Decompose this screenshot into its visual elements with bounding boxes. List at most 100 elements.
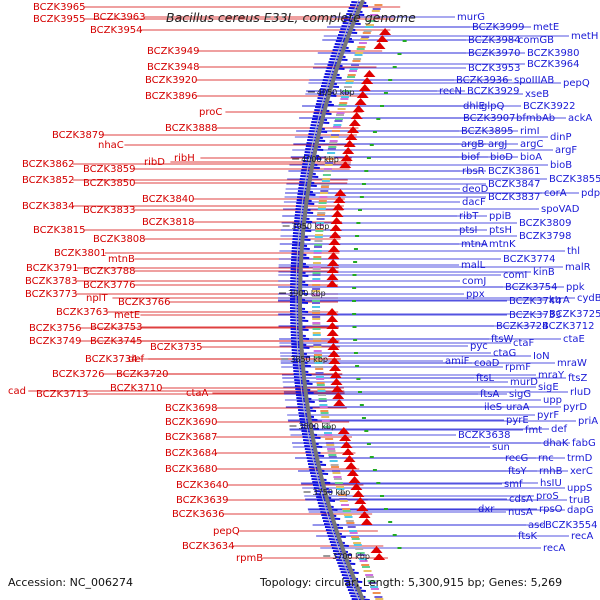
gene-label[interactable]: ribT	[459, 211, 479, 222]
gene-label[interactable]: bioB	[550, 160, 572, 171]
gene-label[interactable]: xerC	[570, 466, 593, 477]
gene-label[interactable]: truB	[569, 495, 590, 506]
gene-label[interactable]: BCZK3763	[56, 307, 109, 318]
gene-label[interactable]: ctaF	[513, 338, 535, 349]
gene-label[interactable]: recN	[439, 86, 462, 97]
gene-label[interactable]: ribH	[174, 153, 195, 164]
gene-label[interactable]: mtnK	[489, 239, 516, 250]
gene-label[interactable]: BCZK3980	[527, 48, 580, 59]
gene-label[interactable]: BCZK3847	[488, 179, 541, 190]
gene-label[interactable]: uraA	[506, 402, 530, 413]
gene-label[interactable]: BCZK3680	[165, 464, 218, 475]
gene-label[interactable]: mraW	[557, 358, 587, 369]
gene-label[interactable]: dhlE	[463, 101, 485, 112]
gene-label[interactable]: dhaK	[543, 438, 569, 449]
gene-label[interactable]: ftsK	[518, 531, 537, 542]
gene-label[interactable]: BCZK3834	[22, 201, 75, 212]
gene-label[interactable]: ctaG	[493, 348, 516, 359]
gene-label[interactable]: rbsR	[462, 166, 485, 177]
gene-label[interactable]: smf	[504, 479, 523, 490]
gene-label[interactable]: pdp	[581, 188, 600, 199]
gene-label[interactable]: xseB	[525, 89, 549, 100]
gene-label[interactable]: BCZK3726	[52, 369, 105, 380]
gene-label[interactable]: deoD	[462, 184, 489, 195]
gene-label[interactable]: upp	[543, 395, 562, 406]
gene-label[interactable]: BCZK3855	[549, 174, 600, 185]
gene-label[interactable]: metE	[114, 310, 140, 321]
gene-label[interactable]: BCZK3949	[147, 46, 200, 57]
gene-label[interactable]: pyc	[470, 341, 488, 352]
gene-label[interactable]: pepQ	[563, 78, 590, 89]
gene-label[interactable]: BCZK3783	[25, 276, 78, 287]
gene-label[interactable]: rnc	[538, 453, 554, 464]
gene-label[interactable]: BCZK3936	[456, 75, 509, 86]
gene-label[interactable]: recA	[571, 531, 594, 542]
gene-label[interactable]: nhaC	[98, 140, 124, 151]
gene-label[interactable]: BCZK3712	[542, 321, 595, 332]
gene-label[interactable]: BCZK3837	[488, 192, 541, 203]
gene-label[interactable]: cdsA	[509, 494, 533, 505]
gene-label[interactable]: BCZK3690	[165, 417, 218, 428]
gene-label[interactable]: dapG	[567, 505, 594, 516]
gene-label[interactable]: BCZK3639	[176, 495, 229, 506]
gene-label[interactable]: amiF	[445, 356, 470, 367]
gene-label[interactable]: argC	[520, 139, 543, 150]
gene-label[interactable]: ctaA	[186, 388, 209, 399]
gene-label[interactable]: rpmF	[505, 362, 531, 373]
gene-label[interactable]: proC	[199, 107, 222, 118]
gene-label[interactable]: BCZK3984	[468, 35, 521, 46]
gene-label[interactable]: BCZK3735	[150, 342, 203, 353]
gene-label[interactable]: rpsO	[539, 504, 563, 515]
gene-label[interactable]: BCZK3798	[519, 231, 572, 242]
gene-label[interactable]: pyrD	[563, 402, 587, 413]
gene-label[interactable]: ftsW	[491, 334, 513, 345]
gene-label[interactable]: BCZK3776	[83, 280, 136, 291]
gene-label[interactable]: BCZK3850	[83, 178, 136, 189]
gene-label[interactable]: BCZK3852	[22, 175, 75, 186]
gene-label[interactable]: comI	[503, 270, 527, 281]
gene-label[interactable]: BCZK3710	[110, 383, 163, 394]
gene-label[interactable]: BCZK3815	[33, 225, 86, 236]
gene-label[interactable]: bioA	[520, 152, 542, 163]
gene-label[interactable]: cydB	[577, 293, 600, 304]
gene-label[interactable]: BCZK3788	[83, 266, 136, 277]
gene-label[interactable]: pyrF	[537, 410, 559, 421]
gene-label[interactable]: ftsZ	[568, 373, 587, 384]
gene-label[interactable]: BCZK3749	[29, 336, 82, 347]
gene-label[interactable]: BCZK3808	[93, 234, 146, 245]
gene-label[interactable]: recG	[505, 453, 528, 464]
gene-label[interactable]: BCZK3554	[545, 520, 598, 531]
gene-label[interactable]: BCZK3953	[468, 63, 521, 74]
gene-label[interactable]: BCZK3970	[468, 48, 521, 59]
gene-label[interactable]: sigG	[509, 389, 531, 400]
gene-label[interactable]: nplT	[86, 293, 108, 304]
gene-label[interactable]: ftsA	[480, 389, 499, 400]
gene-label[interactable]: priA	[578, 416, 598, 427]
gene-label[interactable]: BCZK3734	[85, 354, 138, 365]
gene-label[interactable]: ppk	[566, 282, 585, 293]
gene-label[interactable]: BCZK3634	[182, 541, 235, 552]
gene-label[interactable]: nusA	[508, 507, 533, 518]
gene-label[interactable]: BCZK3773	[25, 289, 78, 300]
gene-label[interactable]: BCZK3948	[147, 62, 200, 73]
gene-label[interactable]: IoN	[533, 351, 550, 362]
gene-label[interactable]: cad	[8, 386, 26, 397]
gene-label[interactable]: ileS	[484, 402, 502, 413]
gene-label[interactable]: BCZK3745	[90, 336, 143, 347]
gene-label[interactable]: BCZK3733	[509, 310, 562, 321]
gene-label[interactable]: argF	[555, 145, 577, 156]
gene-label[interactable]: BCZK3754	[505, 282, 558, 293]
gene-label[interactable]: BCZK3791	[26, 263, 79, 274]
gene-label[interactable]: BCZK3964	[527, 59, 580, 70]
gene-label[interactable]: def	[551, 424, 568, 435]
gene-label[interactable]: argJ	[488, 139, 507, 150]
gene-label[interactable]: proS	[536, 491, 559, 502]
gene-label[interactable]: BCZK3684	[165, 448, 218, 459]
gene-label[interactable]: sun	[492, 442, 510, 453]
gene-label[interactable]: def	[128, 354, 145, 365]
gene-label[interactable]: BCZK3801	[54, 248, 107, 259]
gene-label[interactable]: fabG	[572, 438, 596, 449]
gene-label[interactable]: ppiB	[489, 211, 511, 222]
gene-label[interactable]: BCZK3833	[83, 205, 136, 216]
gene-label[interactable]: glpQ	[481, 101, 504, 112]
